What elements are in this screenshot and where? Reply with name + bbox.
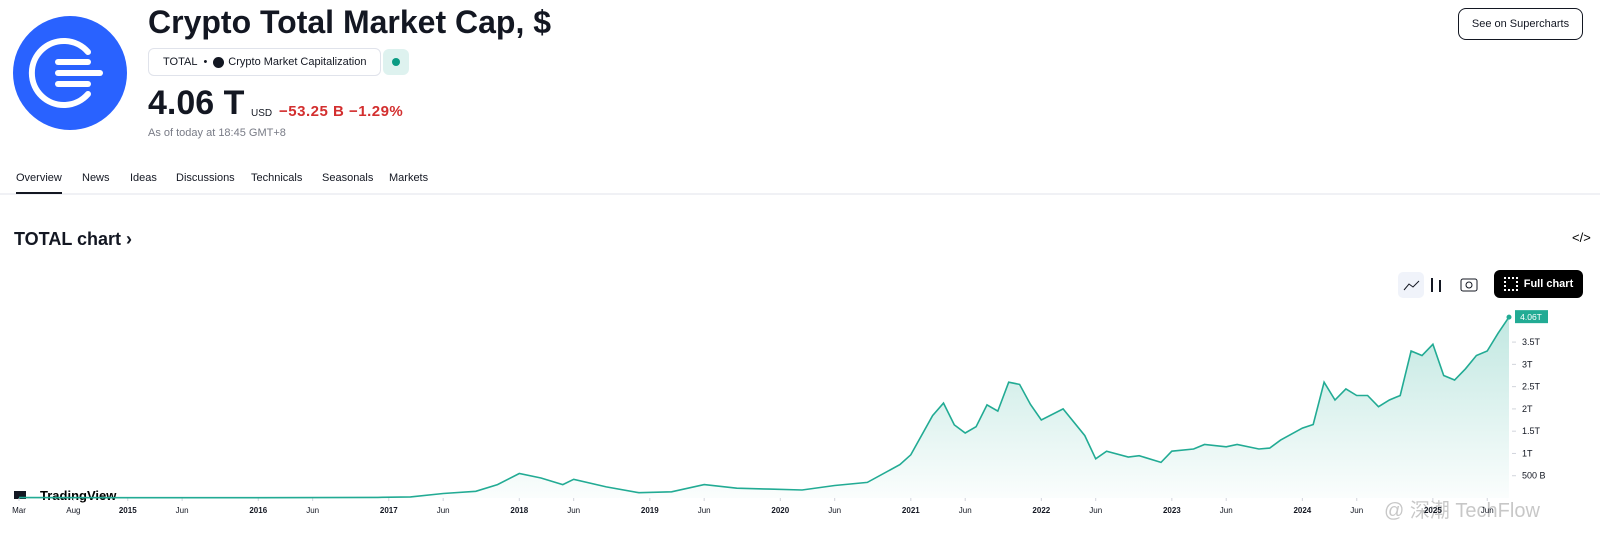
area [19, 317, 1509, 498]
full-chart-text: Full chart [1523, 278, 1574, 290]
x-tick-label: 2025 [1424, 506, 1442, 515]
last-label-bg [1515, 310, 1548, 324]
tab[interactable]: Seasonals [322, 172, 374, 184]
x-tick-label: 2022 [1032, 506, 1050, 515]
x-tick-label: Jun [437, 506, 450, 515]
tab[interactable]: News [82, 172, 110, 184]
x-tick-label: Jun [1350, 506, 1363, 515]
x-tick-label: Jun [176, 506, 189, 515]
camera-lens [1465, 281, 1473, 289]
y-tick-label: 1T [1522, 448, 1533, 458]
last-label: 4.06T [1520, 312, 1542, 322]
source-icon [213, 56, 225, 68]
price: 4.06 T [148, 84, 245, 122]
supercharts-button[interactable]: See on Supercharts [1458, 8, 1583, 40]
last-point [1506, 314, 1512, 320]
logo-icon [28, 38, 103, 108]
source: Crypto Market Capitalization [228, 56, 367, 68]
x-tick-label: 2019 [641, 506, 659, 515]
y-tick-label: 1.5T [1522, 426, 1541, 436]
x-tick-label: 2021 [902, 506, 920, 515]
x-tick-label: Jun [1089, 506, 1102, 515]
tab[interactable]: Technicals [251, 172, 303, 184]
as-of: As of today at 18:45 GMT+8 [148, 127, 286, 139]
x-tick-label: Jun [1220, 506, 1233, 515]
status-dot [392, 58, 400, 66]
currency: USD [251, 108, 273, 119]
y-tick-label: 3T [1522, 359, 1533, 369]
x-tick-label: Jun [698, 506, 711, 515]
x-tick-label: 2024 [1293, 506, 1311, 515]
line-icon [1403, 280, 1420, 291]
y-tick-label: 2.5T [1522, 382, 1541, 392]
x-tick-label: Jun [1481, 506, 1494, 515]
y-tick-label: 3.5T [1522, 337, 1541, 347]
tab[interactable]: Ideas [130, 172, 157, 184]
x-tick-label: Aug [66, 506, 80, 515]
candle-icon[interactable] [1431, 278, 1441, 292]
y-tick-label: 2T [1522, 404, 1533, 414]
embed-icon[interactable]: </> [1572, 230, 1591, 245]
section-title[interactable]: TOTAL chart › [14, 229, 133, 249]
x-tick-label: 2020 [771, 506, 789, 515]
status-badge [383, 49, 409, 75]
section-title-text: TOTAL chart [14, 229, 122, 249]
dot: • [203, 56, 208, 68]
change: −53.25 B −1.29% [279, 103, 403, 120]
x-tick-label: 2018 [510, 506, 528, 515]
x-tick-label: 2016 [249, 506, 267, 515]
change-pct: −1.29% [348, 103, 404, 120]
x-tick-label: 2017 [380, 506, 398, 515]
x-tick-label: Mar [12, 506, 26, 515]
x-tick-label: Jun [306, 506, 319, 515]
camera-icon[interactable] [1460, 278, 1478, 292]
symbol: TOTAL [163, 56, 198, 68]
tab[interactable]: Discussions [176, 172, 235, 184]
y-tick-label: 500 B [1522, 471, 1546, 481]
full-icon [1503, 277, 1518, 291]
line [18, 316, 1510, 499]
x-tick-label: Jun [567, 506, 580, 515]
title: Crypto Total Market Cap, $ [148, 4, 552, 40]
x-tick-label: 2023 [1163, 506, 1181, 515]
x-tick-label: Jun [828, 506, 841, 515]
brand: TradingView [40, 488, 117, 503]
full-chart-button[interactable]: Full chart [1494, 270, 1583, 298]
x-tick-label: 2015 [119, 506, 137, 515]
change-abs: −53.25 B [279, 103, 345, 120]
x-tick-label: Jun [959, 506, 972, 515]
tv-logo [14, 491, 26, 499]
watermark: @ 深潮 TechFlow [1384, 499, 1540, 522]
tab[interactable]: Overview [16, 172, 62, 184]
tab[interactable]: Markets [389, 172, 429, 184]
symbol-pill: TOTAL • Crypto Market Capitalization [148, 48, 382, 76]
